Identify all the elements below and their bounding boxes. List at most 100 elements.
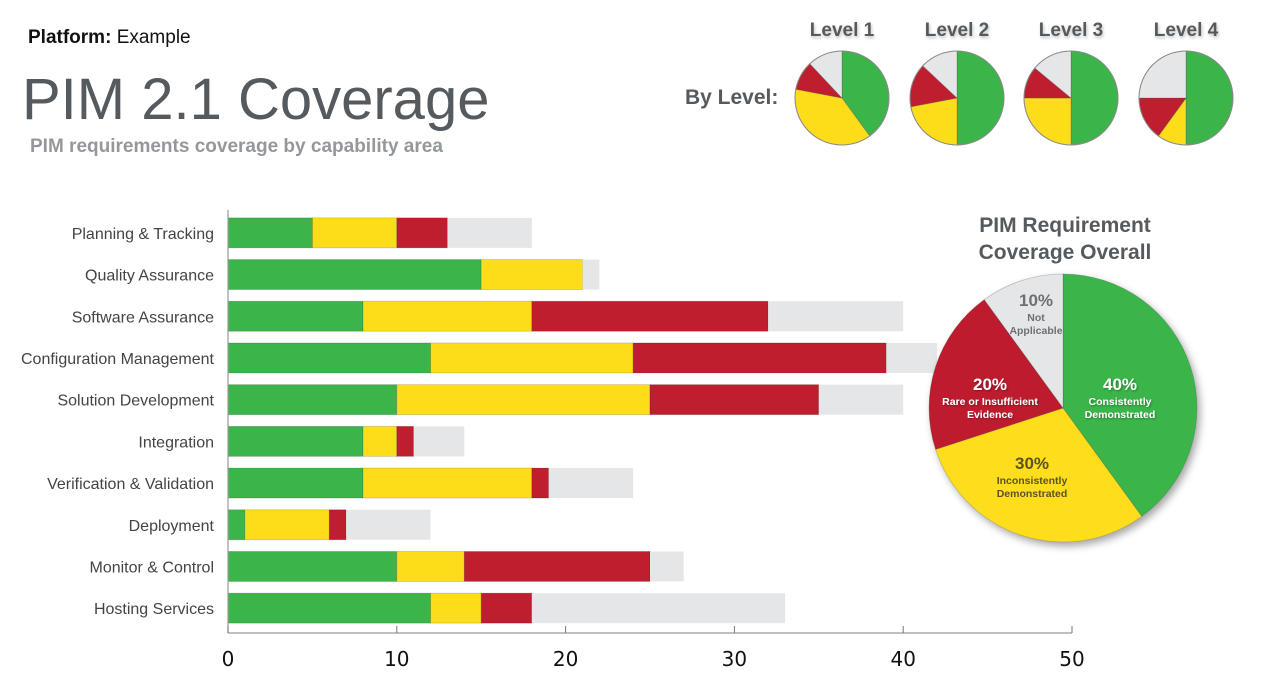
bar-segment-not-applicable xyxy=(413,426,465,457)
bar-segment-consistently-demonstrated xyxy=(227,342,431,374)
bar-segment-consistently-demonstrated xyxy=(227,425,364,457)
bar-segment-consistently-demonstrated xyxy=(227,384,398,416)
platform-value: Example xyxy=(116,27,191,48)
x-tick-label: 10 xyxy=(384,647,409,671)
bar-segment-consistently-demonstrated xyxy=(227,467,364,499)
bar-segment-inconsistently-demonstrated xyxy=(480,259,583,290)
category-label: Verification & Validation xyxy=(47,476,214,493)
category-label: Deployment xyxy=(129,518,215,535)
overall-slice-percent: 10% xyxy=(1019,291,1053,310)
page-subtitle: PIM requirements coverage by capability … xyxy=(30,136,443,157)
overall-slice-label: Inconsistently xyxy=(997,475,1068,487)
bar-segment-consistently-demonstrated xyxy=(227,592,431,624)
level-pie-slice xyxy=(1070,50,1119,146)
category-label: Quality Assurance xyxy=(85,268,214,285)
overall-slice-label: Consistently xyxy=(1088,396,1151,408)
bar-segment-not-applicable xyxy=(447,217,532,248)
level-4-label: Level 4 xyxy=(1153,20,1219,41)
bar-segment-inconsistently-demonstrated xyxy=(396,384,651,416)
level-pie-slice xyxy=(1138,50,1187,99)
x-tick-label: 50 xyxy=(1059,647,1084,671)
overall-pie-slice xyxy=(983,273,1064,410)
level-pie-outline xyxy=(794,50,890,146)
bar-segment-inconsistently-demonstrated xyxy=(430,592,482,624)
level-1-label: Level 1 xyxy=(809,20,875,41)
overall-slice-label: Applicable xyxy=(1009,325,1062,337)
bar-segment-inconsistently-demonstrated xyxy=(311,217,398,249)
bar-segment-rare-or-insufficient-evidence xyxy=(463,551,651,582)
overall-pie-slice xyxy=(928,299,1064,450)
bar-segment-rare-or-insufficient-evidence xyxy=(396,425,415,457)
level-pie-outline xyxy=(909,50,1005,146)
overall-slice-percent: 40% xyxy=(1103,375,1137,394)
bar-segment-inconsistently-demonstrated xyxy=(362,300,533,332)
level-pie-outline xyxy=(1023,50,1119,146)
bar-segment-inconsistently-demonstrated xyxy=(396,551,465,582)
category-label: Integration xyxy=(138,434,214,451)
by-level-label: By Level: xyxy=(685,86,779,109)
overall-slice-percent: 20% xyxy=(973,375,1007,394)
level-pie-1 xyxy=(794,50,890,146)
bar-segment-not-applicable xyxy=(768,301,904,332)
overall-pie: 40%ConsistentlyDemonstrated30%Inconsiste… xyxy=(928,273,1198,543)
level-2-label: Level 2 xyxy=(924,20,990,41)
x-tick-label: 40 xyxy=(890,647,915,671)
bar-segment-rare-or-insufficient-evidence xyxy=(328,509,347,541)
level-pies xyxy=(794,50,1234,146)
overall-slice-label: Demonstrated xyxy=(997,488,1068,500)
bar-segment-inconsistently-demonstrated xyxy=(244,509,330,541)
bar-segment-rare-or-insufficient-evidence xyxy=(649,384,820,416)
overall-pie-title: PIM Requirement Coverage Overall xyxy=(978,214,1152,264)
bar-segment-rare-or-insufficient-evidence xyxy=(480,592,533,624)
bar-segment-not-applicable xyxy=(531,593,786,624)
bar-segment-not-applicable xyxy=(582,259,600,290)
x-tick-label: 0 xyxy=(222,647,235,671)
bar-segment-inconsistently-demonstrated xyxy=(362,425,398,457)
bar-segment-rare-or-insufficient-evidence xyxy=(531,300,769,332)
category-label: Monitor & Control xyxy=(90,559,215,576)
level-pie-slice xyxy=(1185,50,1234,146)
bar-segment-not-applicable xyxy=(548,468,634,499)
bar-segment-rare-or-insufficient-evidence xyxy=(632,342,887,374)
level-pie-slice xyxy=(956,50,1005,146)
level-3-label: Level 3 xyxy=(1038,20,1104,41)
bar-segment-inconsistently-demonstrated xyxy=(362,467,533,499)
level-pie-outline xyxy=(1138,50,1234,146)
overall-slice-label: Demonstrated xyxy=(1085,409,1156,421)
bar-segment-consistently-demonstrated xyxy=(227,509,246,541)
x-tick-label: 20 xyxy=(553,647,578,671)
x-axis: 0 10 20 30 40 50 xyxy=(222,210,1085,671)
bar-segment-rare-or-insufficient-evidence xyxy=(396,217,448,249)
bar-segment-not-applicable xyxy=(650,551,684,582)
level-pie-slice xyxy=(1023,97,1072,146)
bar-segment-not-applicable xyxy=(818,384,904,415)
bar-segment-consistently-demonstrated xyxy=(227,259,482,290)
overall-slice-label: Rare or Insufficient xyxy=(942,396,1038,408)
bar-segment-not-applicable xyxy=(346,509,431,540)
category-label: Solution Development xyxy=(57,393,214,410)
level-pie-2 xyxy=(909,50,1005,146)
bar-chart: Planning & Tracking Quality Assurance Soft… xyxy=(21,217,937,624)
bar-segment-inconsistently-demonstrated xyxy=(430,342,634,374)
category-label: Software Assurance xyxy=(72,309,214,326)
bar-segment-consistently-demonstrated xyxy=(227,300,364,332)
bar-segment-consistently-demonstrated xyxy=(227,551,398,582)
level-pie-4 xyxy=(1138,50,1234,146)
overall-slice-label: Not xyxy=(1027,312,1045,324)
platform-label: Platform: Example xyxy=(28,27,191,49)
bar-segment-not-applicable xyxy=(886,342,937,373)
overall-pie-slices xyxy=(928,273,1198,543)
overall-slice-label: Evidence xyxy=(967,409,1013,421)
overall-slice-percent: 30% xyxy=(1015,454,1049,473)
x-tick-label: 30 xyxy=(722,647,747,671)
level-pie-3 xyxy=(1023,50,1119,146)
platform-key: Platform: xyxy=(28,27,112,48)
category-label: Planning & Tracking xyxy=(72,226,214,243)
category-label: Hosting Services xyxy=(94,601,214,618)
category-label: Configuration Management xyxy=(21,351,215,368)
bar-segment-rare-or-insufficient-evidence xyxy=(531,467,550,499)
overall-pie-slice xyxy=(1062,273,1198,517)
bar-segment-consistently-demonstrated xyxy=(227,217,313,249)
page-title: PIM 2.1 Coverage xyxy=(22,67,490,132)
